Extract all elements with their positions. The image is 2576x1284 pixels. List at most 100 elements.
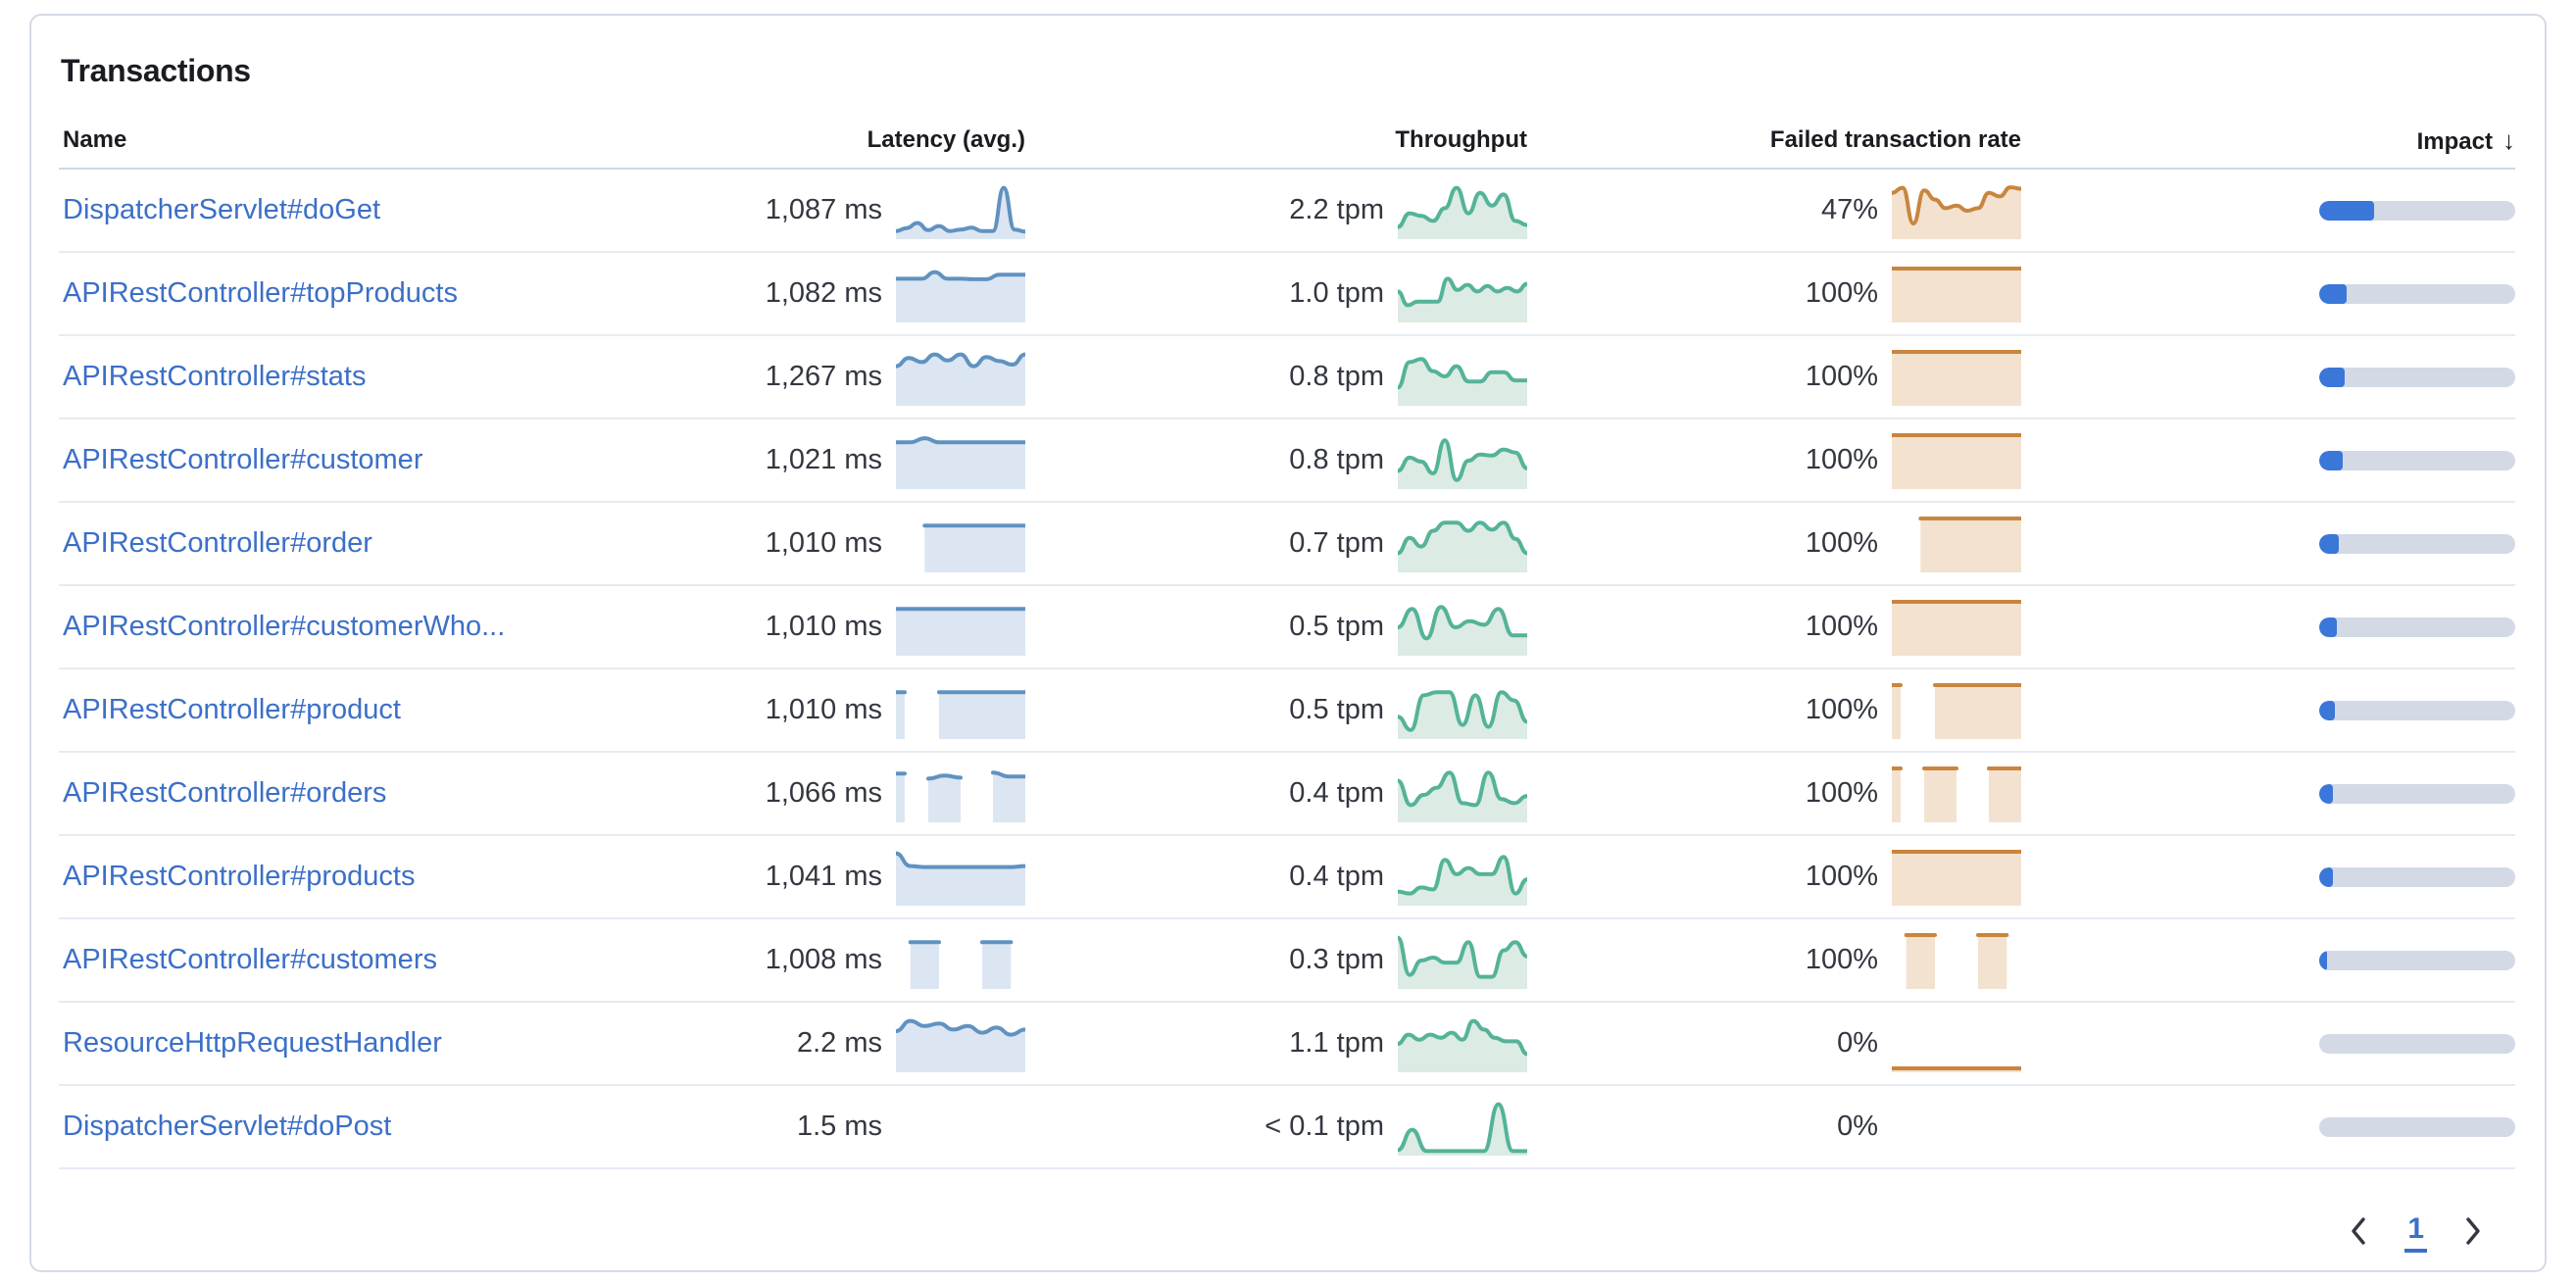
impact-bar-track	[2319, 450, 2515, 470]
name-cell: DispatcherServlet#doPost	[59, 1111, 535, 1143]
throughput-sparkline	[1398, 765, 1527, 822]
throughput-sparkline	[1398, 682, 1527, 739]
failed-rate-cell: 100%	[1527, 599, 2021, 656]
throughput-sparkline	[1398, 1099, 1527, 1156]
impact-bar-track	[2319, 1033, 2515, 1054]
impact-bar-track	[2319, 1116, 2515, 1137]
impact-bar-fill	[2319, 450, 2343, 470]
latency-value: 1.5 ms	[796, 1111, 882, 1142]
impact-cell	[2021, 283, 2515, 304]
latency-cell: 1.5 ms	[535, 1099, 1025, 1156]
failed-rate-value: 100%	[1805, 777, 1878, 809]
transaction-link[interactable]: APIRestController#product	[63, 694, 401, 725]
impact-bar-fill	[2319, 533, 2339, 554]
table-row: APIRestController#product 1,010 ms 0.5 t…	[59, 669, 2515, 753]
impact-bar-track	[2319, 283, 2515, 304]
column-header-latency[interactable]: Latency (avg.)	[867, 126, 1025, 153]
failed-rate-sparkline	[1892, 849, 2021, 906]
throughput-sparkline	[1398, 1015, 1527, 1072]
transaction-link[interactable]: APIRestController#products	[63, 861, 416, 892]
latency-value: 1,066 ms	[765, 777, 882, 809]
failed-rate-value: 100%	[1805, 694, 1878, 725]
latency-value: 1,010 ms	[765, 611, 882, 642]
impact-cell	[2021, 1033, 2515, 1054]
table-row: DispatcherServlet#doPost 1.5 ms < 0.1 tp…	[59, 1086, 2515, 1169]
transaction-link[interactable]: APIRestController#stats	[63, 361, 367, 392]
transaction-link[interactable]: DispatcherServlet#doPost	[63, 1111, 392, 1142]
column-header-failed-rate[interactable]: Failed transaction rate	[1769, 126, 2021, 153]
latency-sparkline	[896, 599, 1025, 656]
column-header-impact[interactable]: Impact ↓	[2021, 125, 2515, 156]
latency-cell: 1,010 ms	[535, 599, 1025, 656]
latency-sparkline	[896, 932, 1025, 989]
transaction-link[interactable]: APIRestController#topProducts	[63, 277, 458, 309]
impact-cell	[2021, 617, 2515, 637]
transaction-link[interactable]: APIRestController#order	[63, 527, 372, 559]
throughput-sparkline	[1398, 349, 1527, 406]
failed-rate-value: 100%	[1805, 861, 1878, 892]
failed-rate-sparkline	[1892, 432, 2021, 489]
transaction-link[interactable]: ResourceHttpRequestHandler	[63, 1027, 442, 1059]
throughput-cell: < 0.1 tpm	[1025, 1099, 1527, 1156]
column-header-impact-label: Impact	[2416, 127, 2493, 155]
failed-rate-cell: 47%	[1527, 182, 2021, 239]
throughput-value: 1.1 tpm	[1289, 1027, 1384, 1059]
failed-rate-cell: 100%	[1527, 932, 2021, 989]
column-header-name[interactable]: Name	[63, 126, 127, 153]
chevron-right-icon	[2460, 1213, 2486, 1252]
failed-rate-cell: 100%	[1527, 682, 2021, 739]
latency-cell: 1,082 ms	[535, 266, 1025, 322]
transaction-link[interactable]: APIRestController#customer	[63, 444, 423, 475]
name-cell: APIRestController#customers	[59, 944, 535, 976]
column-header-throughput[interactable]: Throughput	[1395, 126, 1527, 153]
impact-cell	[2021, 533, 2515, 554]
impact-bar-fill	[2319, 783, 2333, 804]
transaction-link[interactable]: APIRestController#orders	[63, 777, 387, 809]
latency-sparkline	[896, 765, 1025, 822]
name-cell: APIRestController#customerWho...	[59, 611, 535, 643]
name-cell: APIRestController#stats	[59, 361, 535, 393]
latency-value: 1,041 ms	[765, 861, 882, 892]
transaction-link[interactable]: APIRestController#customers	[63, 944, 437, 975]
next-page-button[interactable]	[2460, 1213, 2486, 1252]
throughput-cell: 1.1 tpm	[1025, 1015, 1527, 1072]
failed-rate-value: 100%	[1805, 527, 1878, 559]
impact-cell	[2021, 950, 2515, 970]
latency-cell: 1,267 ms	[535, 349, 1025, 406]
failed-rate-sparkline	[1892, 1015, 2021, 1072]
table-row: APIRestController#products 1,041 ms 0.4 …	[59, 836, 2515, 919]
throughput-cell: 0.4 tpm	[1025, 849, 1527, 906]
latency-value: 1,008 ms	[765, 944, 882, 975]
latency-sparkline	[896, 349, 1025, 406]
impact-cell	[2021, 200, 2515, 221]
latency-sparkline	[896, 182, 1025, 239]
impact-cell	[2021, 367, 2515, 387]
failed-rate-sparkline	[1892, 349, 2021, 406]
failed-rate-value: 100%	[1805, 611, 1878, 642]
page-1-button[interactable]: 1	[2404, 1212, 2427, 1253]
latency-sparkline	[896, 1099, 1025, 1156]
latency-value: 1,087 ms	[765, 194, 882, 225]
name-cell: ResourceHttpRequestHandler	[59, 1027, 535, 1060]
failed-rate-sparkline	[1892, 682, 2021, 739]
latency-sparkline	[896, 266, 1025, 322]
throughput-cell: 2.2 tpm	[1025, 182, 1527, 239]
impact-bar-fill	[2319, 283, 2347, 304]
throughput-cell: 0.5 tpm	[1025, 599, 1527, 656]
table-row: DispatcherServlet#doGet 1,087 ms 2.2 tpm…	[59, 170, 2515, 253]
impact-cell	[2021, 783, 2515, 804]
failed-rate-value: 100%	[1805, 944, 1878, 975]
table-header-row: Name Latency (avg.) Throughput Failed tr…	[59, 113, 2515, 170]
impact-bar-fill	[2319, 700, 2335, 720]
throughput-value: < 0.1 tpm	[1264, 1111, 1384, 1142]
failed-rate-cell: 0%	[1527, 1015, 2021, 1072]
latency-sparkline	[896, 682, 1025, 739]
latency-value: 1,010 ms	[765, 694, 882, 725]
transaction-link[interactable]: APIRestController#customerWho...	[63, 611, 506, 642]
failed-rate-cell: 0%	[1527, 1099, 2021, 1156]
latency-cell: 2.2 ms	[535, 1015, 1025, 1072]
table-row: APIRestController#stats 1,267 ms 0.8 tpm…	[59, 336, 2515, 420]
impact-bar-track	[2319, 200, 2515, 221]
transaction-link[interactable]: DispatcherServlet#doGet	[63, 194, 380, 225]
previous-page-button[interactable]	[2346, 1213, 2371, 1252]
